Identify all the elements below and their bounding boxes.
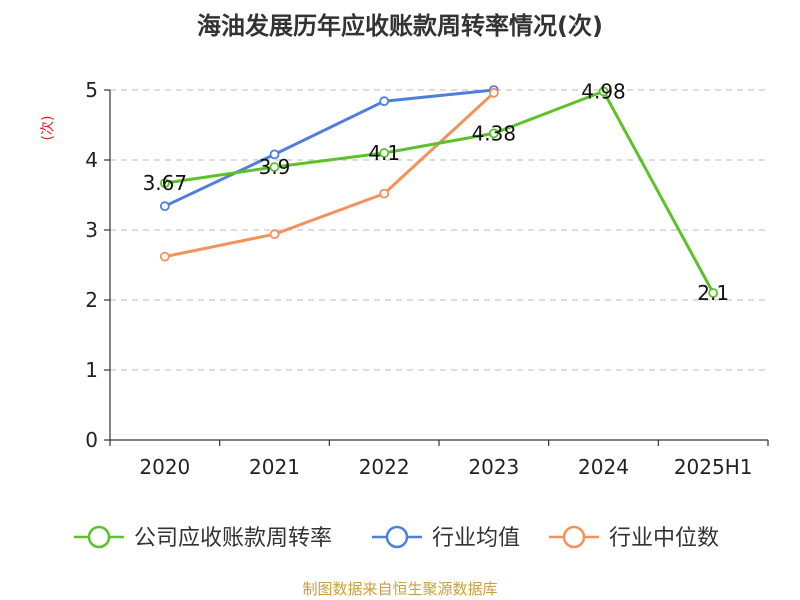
- data-label: 3.9: [259, 155, 291, 179]
- x-tick-label: 2025H1: [674, 455, 753, 479]
- data-point: [159, 251, 170, 262]
- data-point: [159, 178, 170, 189]
- x-tick-label: 2020: [139, 455, 190, 479]
- legend-marker: [562, 525, 586, 549]
- series-line: [164, 88, 494, 208]
- series-layer: [159, 85, 719, 298]
- source-note: 制图数据来自恒生聚源数据库: [302, 580, 497, 598]
- legend-label: 公司应收账款周转率: [134, 526, 332, 551]
- legend-label: 行业均值: [432, 526, 520, 551]
- y-tick-label: 3: [85, 218, 98, 242]
- data-label: 4.98: [581, 79, 626, 103]
- legend-marker: [385, 525, 409, 549]
- x-tick-label: 2023: [468, 455, 519, 479]
- y-tick-label: 0: [85, 428, 98, 452]
- data-point: [379, 188, 390, 199]
- data-point: [269, 162, 280, 172]
- data-point: [269, 149, 280, 160]
- legend-label: 行业中位数: [609, 526, 719, 551]
- data-point: [708, 288, 719, 298]
- data-point: [379, 148, 390, 158]
- data-point: [488, 87, 499, 98]
- y-tick-label: 2: [85, 288, 98, 312]
- data-labels: 3.67 3.9 4.1 4.38 4.98 2.1: [143, 79, 730, 305]
- data-label: 4.1: [368, 141, 400, 165]
- data-point: [379, 96, 390, 107]
- legend-item[interactable]: 公司应收账款周转率: [74, 525, 332, 551]
- y-tick-label: 4: [85, 148, 98, 172]
- data-point: [159, 201, 170, 212]
- data-point: [598, 86, 609, 97]
- x-tick-label: 2021: [249, 455, 300, 479]
- legend-item[interactable]: 行业中位数: [549, 525, 719, 551]
- data-label: 3.67: [143, 171, 188, 195]
- legend-marker: [87, 525, 111, 549]
- data-label: 4.38: [472, 121, 517, 145]
- y-tick-label: 1: [85, 358, 98, 382]
- y-tick-label: 5: [85, 78, 98, 102]
- gridlines: [110, 89, 768, 371]
- legend: 公司应收账款周转率 行业均值 行业中位数: [74, 525, 719, 551]
- data-point: [488, 128, 499, 139]
- x-tick-label: 2024: [578, 455, 629, 479]
- y-axis-label: (次): [40, 116, 56, 141]
- series-line: [164, 89, 715, 294]
- data-point: [269, 229, 280, 240]
- legend-item[interactable]: 行业均值: [372, 525, 520, 551]
- x-tick-label: 2022: [359, 455, 410, 479]
- chart-title: 海油发展历年应收账款周转率情况(次): [197, 12, 603, 40]
- axes: 0 1 2 3 4 5 2020 2021 2022 2023 2024 2025H1: [85, 78, 769, 479]
- data-label: 2.1: [697, 281, 729, 305]
